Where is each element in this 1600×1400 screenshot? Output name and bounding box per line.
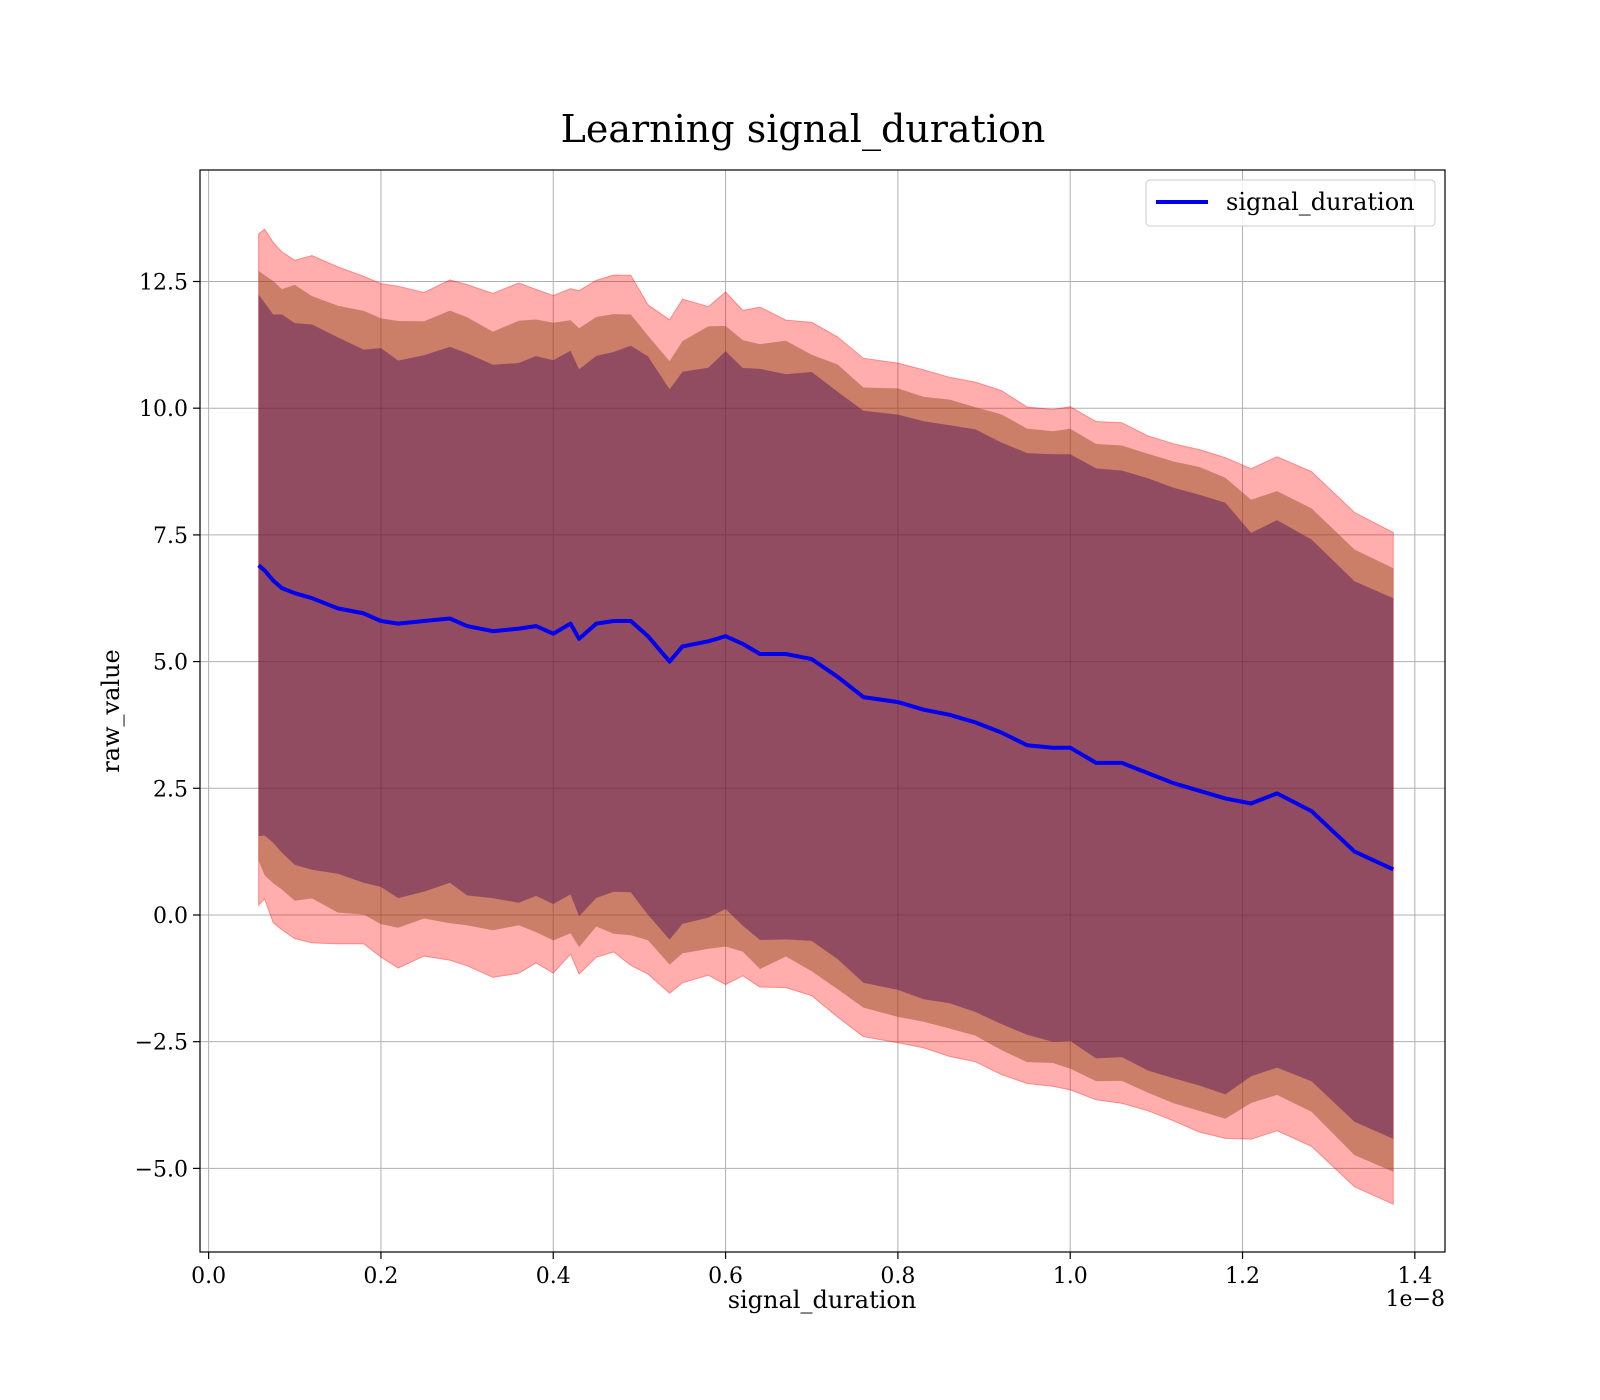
x-tick-label: 0.2 bbox=[363, 1264, 398, 1289]
grid bbox=[200, 170, 1445, 1252]
axes-frame bbox=[199, 169, 1446, 1253]
y-tick-label: 10.0 bbox=[139, 397, 188, 422]
y-tick-label: 12.5 bbox=[139, 270, 188, 295]
legend-entry-signal-duration: signal_duration bbox=[1226, 188, 1415, 216]
x-tick-label: 0.4 bbox=[536, 1264, 571, 1289]
y-tick-label: −2.5 bbox=[135, 1031, 188, 1056]
y-tick-label: 5.0 bbox=[153, 651, 188, 676]
y-axis-ticks: −5.0 −2.5 0.0 2.5 5.0 7.5 10.0 12.5 bbox=[135, 270, 200, 1182]
x-axis-ticks: 0.0 0.2 0.4 0.6 0.8 1.0 1.2 1.4 bbox=[191, 1252, 1432, 1289]
band-middle bbox=[258, 270, 1394, 1172]
x-tick-label: 0.0 bbox=[191, 1264, 226, 1289]
x-tick-label: 1.2 bbox=[1225, 1264, 1260, 1289]
y-tick-label: 7.5 bbox=[153, 524, 188, 549]
y-tick-label: 2.5 bbox=[153, 777, 188, 802]
y-tick-label: 0.0 bbox=[153, 904, 188, 929]
plot-area: 0.0 0.2 0.4 0.6 0.8 1.0 1.2 1.4 −5.0 −2.5 0.0 2.5 5… bbox=[135, 169, 1446, 1289]
x-tick-label: 1.4 bbox=[1397, 1264, 1432, 1289]
band-outer bbox=[258, 228, 1394, 1206]
x-axis-offset-label: 1e−8 bbox=[1386, 1287, 1445, 1312]
series-line-signal-duration bbox=[257, 563, 1395, 872]
series-lines bbox=[257, 563, 1395, 872]
x-tick-label: 0.6 bbox=[708, 1264, 743, 1289]
x-tick-label: 1.0 bbox=[1053, 1264, 1088, 1289]
y-axis-label: raw_value bbox=[97, 649, 125, 773]
chart-title: Learning signal_duration bbox=[561, 107, 1046, 152]
band-inner bbox=[258, 294, 1394, 1139]
x-axis-label: signal_duration bbox=[728, 1286, 917, 1314]
x-tick-label: 0.8 bbox=[880, 1264, 915, 1289]
legend-box bbox=[1145, 179, 1436, 227]
confidence-bands bbox=[258, 228, 1394, 1206]
legend: signal_duration bbox=[1145, 179, 1436, 227]
axes-background bbox=[200, 170, 1445, 1252]
y-tick-label: −5.0 bbox=[135, 1157, 188, 1182]
